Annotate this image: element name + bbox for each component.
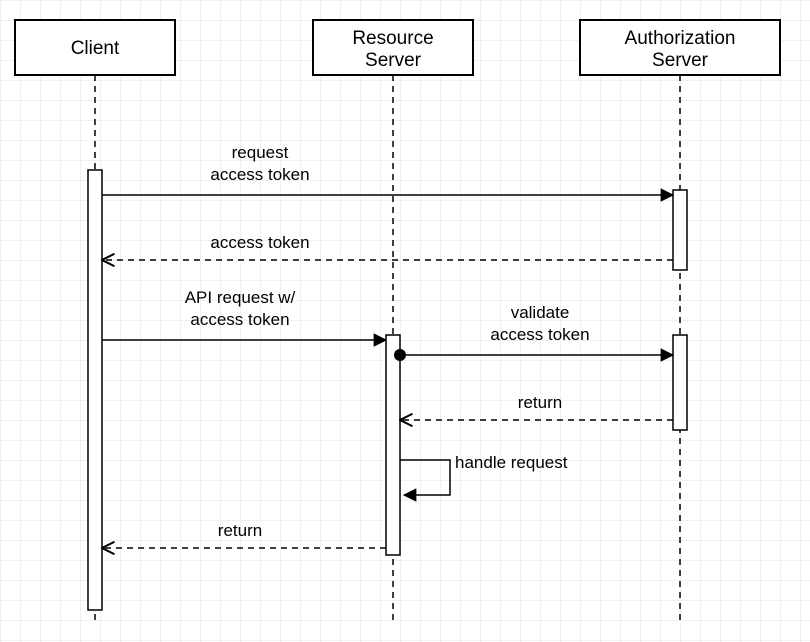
actor-resource-label-1: Resource: [352, 28, 433, 49]
msg-validate-token-label-1: validate: [511, 303, 570, 322]
msg-request-access-token-label-1: request: [232, 143, 289, 162]
msg-access-token-return-label: access token: [210, 233, 309, 252]
msg-api-request-label-2: access token: [190, 310, 289, 329]
msg-validate-return: return: [400, 393, 673, 420]
msg-handle-request: handle request: [400, 453, 568, 495]
actor-auth-label-1: Authorization: [625, 28, 736, 49]
msg-access-token-return: access token: [102, 233, 673, 260]
msg-api-request-label-1: API request w/: [185, 288, 296, 307]
msg-request-access-token-label-2: access token: [210, 165, 309, 184]
msg-final-return-label: return: [218, 521, 262, 540]
activation-auth-1: [673, 190, 687, 270]
msg-api-request: API request w/ access token: [102, 288, 386, 340]
actor-client-label: Client: [71, 38, 120, 59]
actor-auth: Authorization Server: [580, 20, 780, 75]
msg-request-access-token: request access token: [102, 143, 673, 195]
actor-client: Client: [15, 20, 175, 75]
activation-resource: [386, 335, 400, 555]
activation-client: [88, 170, 102, 610]
actor-resource-label-2: Server: [365, 50, 422, 71]
actor-auth-label-2: Server: [652, 50, 709, 71]
actor-resource: Resource Server: [313, 20, 473, 75]
origin-dot-icon: [394, 349, 406, 361]
sequence-diagram: Client Resource Server Authorization Ser…: [0, 0, 810, 642]
msg-validate-token-label-2: access token: [490, 325, 589, 344]
msg-final-return: return: [102, 521, 386, 548]
msg-validate-token: validate access token: [394, 303, 673, 361]
activation-auth-2: [673, 335, 687, 430]
msg-handle-request-label: handle request: [455, 453, 568, 472]
msg-validate-return-label: return: [518, 393, 562, 412]
